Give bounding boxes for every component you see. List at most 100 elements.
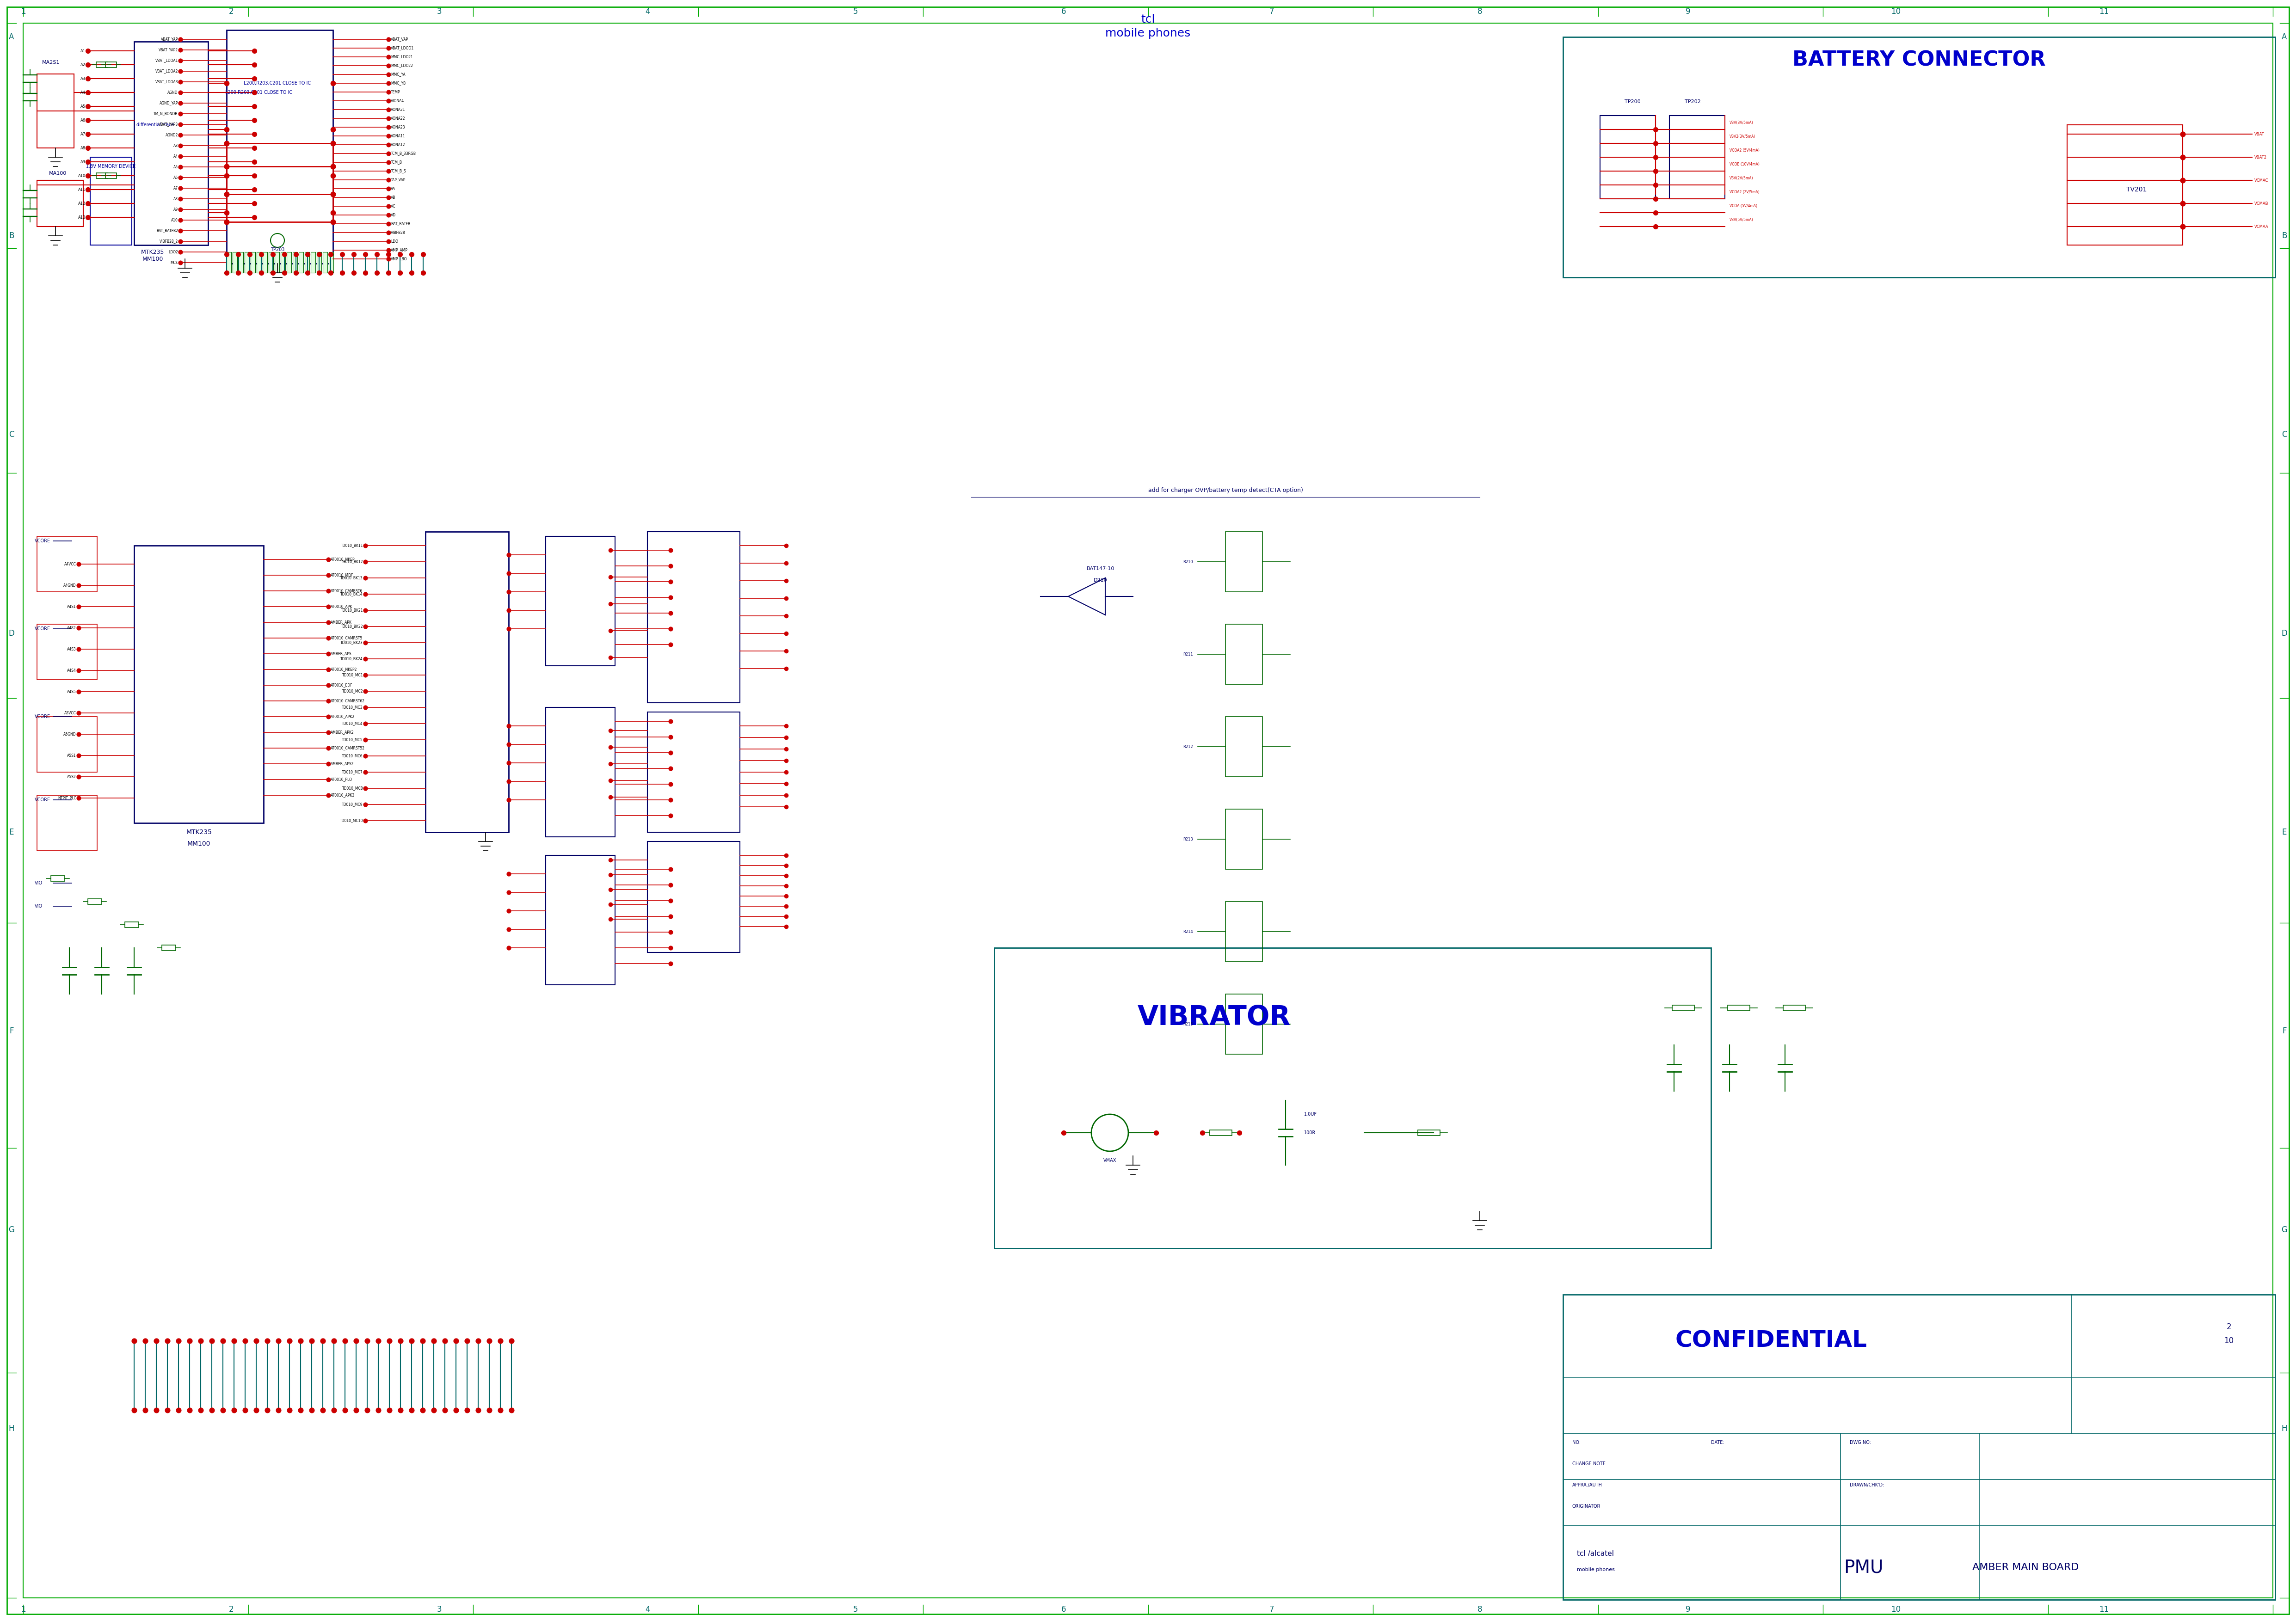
Text: E: E [9,828,14,836]
Point [310,562,347,588]
Text: AGND2: AGND2 [165,133,179,138]
Point [266,242,303,267]
Point [767,603,804,629]
Point [448,1328,484,1354]
Text: mobile phones: mobile phones [1577,1568,1614,1572]
Point [243,259,280,285]
Point [163,143,200,169]
Point [163,26,200,52]
Bar [87,898,101,905]
Text: TD010_MC10: TD010_MC10 [340,819,363,823]
Point [370,70,406,96]
Text: A13: A13 [78,216,85,219]
Text: R215: R215 [1182,1021,1194,1026]
Point [315,117,351,143]
Point [370,141,406,167]
Point [491,861,528,887]
Point [301,259,338,285]
Point [767,914,804,940]
Text: A10: A10 [172,217,179,222]
Point [243,242,280,267]
Point [652,919,689,945]
Point [310,657,347,682]
Point [310,687,347,713]
Point [315,130,351,156]
Text: MTK235: MTK235 [186,828,211,835]
Point [652,725,689,751]
Text: C: C [2282,431,2287,439]
Text: TD010_MC8: TD010_MC8 [342,786,363,791]
Point [236,177,273,203]
Text: AT0010_MDF: AT0010_MDF [331,574,354,577]
Bar [37,624,96,679]
Point [1221,1120,1258,1146]
Point [278,242,315,267]
Point [592,848,629,874]
Point [1637,199,1674,225]
Text: VONA23: VONA23 [390,125,406,130]
Text: 1.0UF: 1.0UF [1304,1112,1318,1117]
Text: A5: A5 [80,104,85,109]
Point [767,770,804,796]
Text: G: G [9,1225,14,1234]
Text: MMC_LDO22: MMC_LDO22 [390,63,413,68]
Point [2165,167,2202,193]
Point [315,199,351,225]
Point [370,229,406,254]
Point [592,877,629,903]
Text: A2: A2 [80,63,85,66]
Point [289,242,326,267]
Point [471,1328,507,1354]
Bar [1226,809,1263,869]
Point [301,242,338,267]
Text: VCOA (5V/4mA): VCOA (5V/4mA) [1729,204,1756,207]
Text: MA2S1: MA2S1 [41,60,60,65]
Point [209,242,246,267]
Text: APPRA./AUTH: APPRA./AUTH [1573,1483,1603,1488]
Point [370,175,406,201]
Point [767,639,804,665]
Point [370,123,406,149]
Bar [546,707,615,836]
Point [310,609,347,635]
Point [370,167,406,193]
Bar [133,42,209,245]
Point [416,1328,452,1354]
Point [652,569,689,595]
Text: VBAT_VAP: VBAT_VAP [390,37,409,42]
Point [767,783,804,809]
Point [370,219,406,245]
Point [416,1397,452,1423]
Point [315,154,351,180]
Point [360,1397,397,1423]
Point [347,582,383,608]
Point [2165,144,2202,170]
Text: TD010_BK22: TD010_BK22 [340,624,363,629]
Point [163,196,200,222]
Point [347,597,383,622]
Point [767,533,804,559]
Text: R214: R214 [1182,929,1194,934]
Point [347,566,383,592]
Point [227,1397,264,1423]
Point [491,916,528,942]
Point [236,190,273,216]
Point [60,658,96,684]
Text: A12: A12 [78,201,85,206]
Text: TD010_BK24: TD010_BK24 [340,657,363,661]
Point [60,700,96,726]
Text: DWG NO:: DWG NO: [1851,1439,1871,1444]
Text: PMU: PMU [1844,1558,1883,1576]
Point [163,58,200,84]
Bar [328,251,333,272]
Point [491,751,528,776]
Text: AMBER_APS: AMBER_APS [331,652,351,657]
Point [767,736,804,762]
Bar [106,173,117,178]
Point [393,259,429,285]
Point [404,1397,441,1423]
Point [370,62,406,88]
Text: differential trace: differential trace [135,123,174,126]
Point [161,1397,197,1423]
Point [767,862,804,888]
